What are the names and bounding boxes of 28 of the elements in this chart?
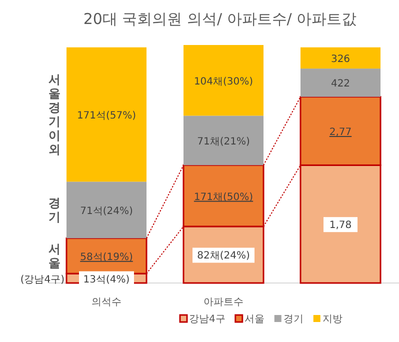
annotation: (강남4구)	[20, 274, 65, 286]
bar	[66, 47, 146, 182]
bar	[300, 68, 380, 97]
annotation: 2,77	[329, 127, 352, 138]
legend-label: 서울	[244, 314, 264, 325]
data-label: 71채(21%)	[197, 136, 250, 148]
annotation: 171채(50%)	[194, 192, 254, 203]
data-label: 104채(30%)	[194, 76, 254, 88]
annotation: 326	[330, 54, 350, 65]
x-tick-label: 아파트수	[204, 297, 244, 308]
data-label: 71석(24%)	[80, 206, 133, 217]
annotation: 서울	[48, 242, 60, 270]
bar	[66, 182, 146, 238]
legend-label: 지방	[322, 314, 342, 325]
annotation: 58석(19%)	[80, 252, 133, 263]
bar	[184, 116, 264, 166]
x-tick-label: 의석수	[92, 297, 122, 308]
legend-label: 강남4구	[189, 314, 226, 325]
annotation: 서울경기이외	[48, 72, 60, 157]
annotation: 경기	[48, 196, 60, 224]
bar	[300, 47, 380, 69]
data-label: 171석(57%)	[76, 110, 136, 122]
annotation: 422	[330, 78, 350, 90]
chart-title: 20대 국회의원 의석/ 아파트수/ 아파트값	[83, 10, 357, 28]
bar	[184, 45, 264, 116]
annotation: 1,78	[329, 220, 352, 232]
legend-label: 경기	[283, 314, 304, 325]
data-label: 82채(24%)	[197, 250, 250, 262]
